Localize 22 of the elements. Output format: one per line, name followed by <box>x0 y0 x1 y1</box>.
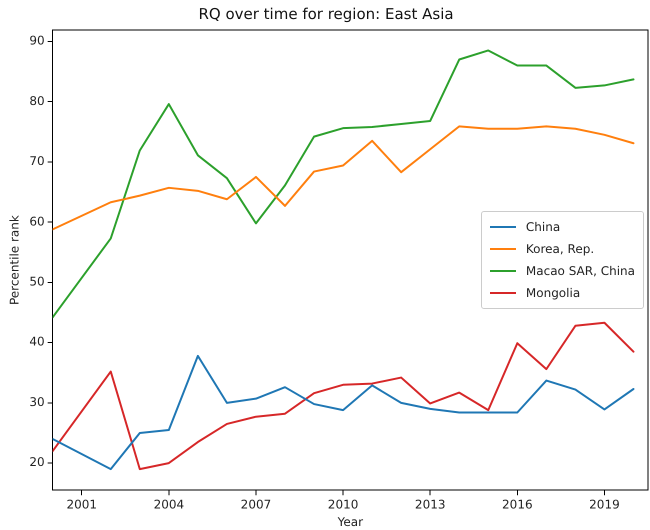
x-tick-label: 2007 <box>240 498 272 512</box>
x-tick-label: 2001 <box>66 498 97 512</box>
legend-label: China <box>526 220 560 234</box>
x-tick-label: 2010 <box>328 498 358 512</box>
y-tick-label: 20 <box>29 455 45 470</box>
y-tick-label: 30 <box>29 394 45 409</box>
x-tick-label: 2013 <box>414 498 446 512</box>
y-tick-label: 50 <box>29 274 45 289</box>
x-tick-label: 2019 <box>589 498 620 512</box>
y-tick-label: 90 <box>29 34 45 48</box>
y-tick-label: 70 <box>29 154 45 168</box>
x-axis-title: Year <box>336 514 364 529</box>
y-axis-title: Percentile rank <box>7 215 22 306</box>
legend-label: Mongolia <box>526 286 580 300</box>
legend-label: Macao SAR, China <box>526 264 635 278</box>
y-tick-label: 80 <box>29 94 45 108</box>
x-tick-label: 2004 <box>154 498 184 512</box>
legend-label: Korea, Rep. <box>526 242 594 256</box>
chart-title: RQ over time for region: East Asia <box>198 4 454 23</box>
x-tick-label: 2016 <box>502 498 533 512</box>
y-tick-label: 40 <box>29 334 45 349</box>
y-tick-label: 60 <box>29 214 45 228</box>
